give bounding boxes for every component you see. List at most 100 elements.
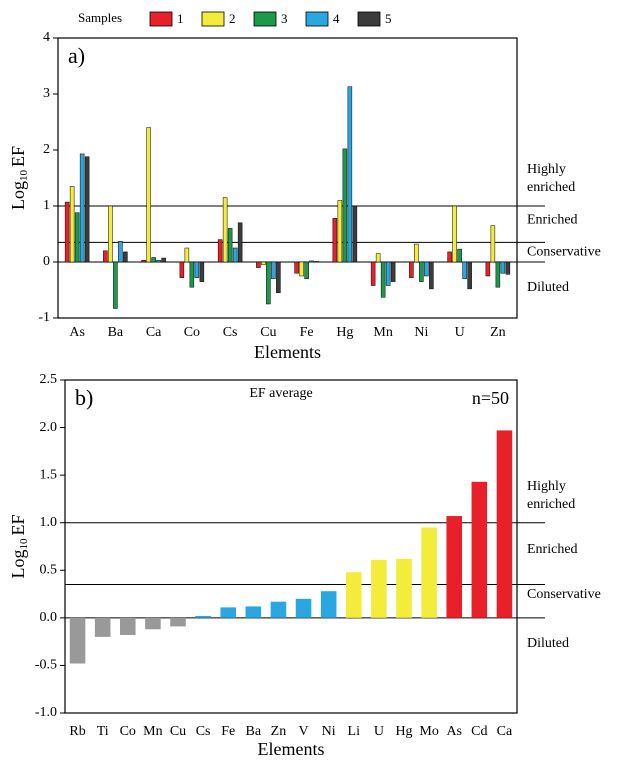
- bar: [347, 86, 353, 263]
- x-tick-label: Cd: [471, 724, 487, 739]
- x-tick-label: Cs: [223, 325, 238, 340]
- x-tick-label: As: [69, 325, 85, 340]
- bar: [500, 261, 506, 274]
- x-tick-label: As: [446, 724, 462, 739]
- x-tick-label: Cu: [260, 325, 276, 340]
- x-tick-label: Ba: [246, 724, 262, 739]
- bar: [199, 261, 205, 282]
- bar: [490, 225, 496, 263]
- x-tick-label: Cu: [170, 724, 186, 739]
- x-tick-label: Ba: [108, 325, 124, 340]
- bar: [170, 617, 186, 627]
- x-tick-label: Ca: [146, 325, 162, 340]
- bar: [457, 248, 462, 263]
- plot-frame: [64, 379, 518, 714]
- y-axis-title-text: Log: [8, 181, 28, 210]
- bar: [118, 241, 123, 263]
- bar: [496, 430, 513, 618]
- bar: [145, 617, 161, 630]
- plot-frame: [57, 37, 518, 319]
- bar: [345, 572, 362, 618]
- bar: [270, 601, 287, 618]
- y-tick-label: 3: [43, 86, 50, 101]
- bar: [79, 153, 85, 263]
- x-tick-label: Ca: [497, 724, 513, 739]
- bar: [123, 251, 128, 263]
- bar: [390, 261, 396, 282]
- bar: [84, 156, 90, 263]
- y-tick-label: 0.5: [40, 563, 58, 578]
- bar: [495, 261, 501, 288]
- bar: [222, 197, 228, 263]
- legend-label: 4: [333, 11, 340, 26]
- bar: [156, 260, 161, 263]
- bar: [161, 257, 166, 263]
- zone-label: Highly: [527, 479, 566, 494]
- bar: [505, 261, 511, 275]
- bar: [64, 201, 70, 263]
- bar: [194, 261, 200, 278]
- x-tick-label: Zn: [490, 325, 506, 340]
- bar: [409, 261, 414, 278]
- y-axis-title: Log10 EF: [8, 514, 29, 578]
- bar: [332, 218, 338, 263]
- bar: [304, 261, 309, 280]
- y-tick-label: 0.0: [40, 610, 58, 625]
- bar: [119, 617, 136, 635]
- zone-label: Enriched: [527, 212, 578, 227]
- bar: [217, 239, 223, 263]
- y-tick-label: -1.0: [35, 705, 57, 720]
- bar: [485, 261, 491, 277]
- bar: [309, 260, 314, 263]
- bar: [94, 617, 111, 637]
- bar: [141, 260, 146, 263]
- bar: [69, 186, 75, 263]
- bar: [320, 591, 337, 618]
- bar: [294, 261, 299, 274]
- y-axis-title-subscript: 10: [18, 170, 30, 182]
- x-tick-label: Mn: [373, 325, 392, 340]
- x-axis-title: Elements: [258, 739, 325, 759]
- bar: [179, 261, 185, 278]
- bar: [237, 222, 243, 263]
- y-axis-title-suffix: EF: [8, 514, 28, 535]
- zone-label: Conservative: [527, 245, 601, 260]
- y-tick-label: -0.5: [35, 658, 57, 673]
- x-tick-label: Mo: [419, 724, 438, 739]
- y-axis-title-suffix: EF: [8, 146, 28, 167]
- x-tick-label: Fe: [300, 325, 314, 340]
- bar: [375, 253, 381, 263]
- x-axis-title: Elements: [254, 342, 321, 362]
- y-tick-label: 2.5: [40, 372, 58, 387]
- bar: [256, 261, 261, 268]
- zone-label: Highly: [527, 162, 566, 177]
- bar: [380, 261, 386, 298]
- legend-swatch: [253, 11, 277, 27]
- bar: [414, 243, 419, 263]
- bar: [337, 200, 343, 263]
- bar: [471, 481, 488, 618]
- bar: [371, 559, 387, 618]
- x-tick-label: Ni: [414, 325, 428, 340]
- x-tick-label: V: [298, 724, 308, 739]
- x-tick-label: Fe: [221, 724, 235, 739]
- zone-label: Diluted: [527, 280, 569, 295]
- bar: [271, 261, 276, 280]
- x-tick-label: Hg: [395, 724, 412, 739]
- bar: [146, 127, 151, 263]
- bar: [429, 261, 434, 290]
- x-tick-label: Rb: [69, 724, 85, 739]
- x-tick-label: Ti: [97, 724, 109, 739]
- bar: [452, 205, 457, 263]
- x-tick-label: Co: [120, 724, 136, 739]
- x-tick-label: Mn: [143, 724, 162, 739]
- bar: [385, 261, 391, 286]
- y-tick-label: 0: [43, 254, 50, 269]
- x-tick-label: U: [374, 724, 384, 739]
- bar: [74, 212, 80, 263]
- bar: [447, 251, 452, 263]
- bar: [189, 261, 195, 288]
- bar: [396, 558, 412, 618]
- bar: [299, 261, 304, 277]
